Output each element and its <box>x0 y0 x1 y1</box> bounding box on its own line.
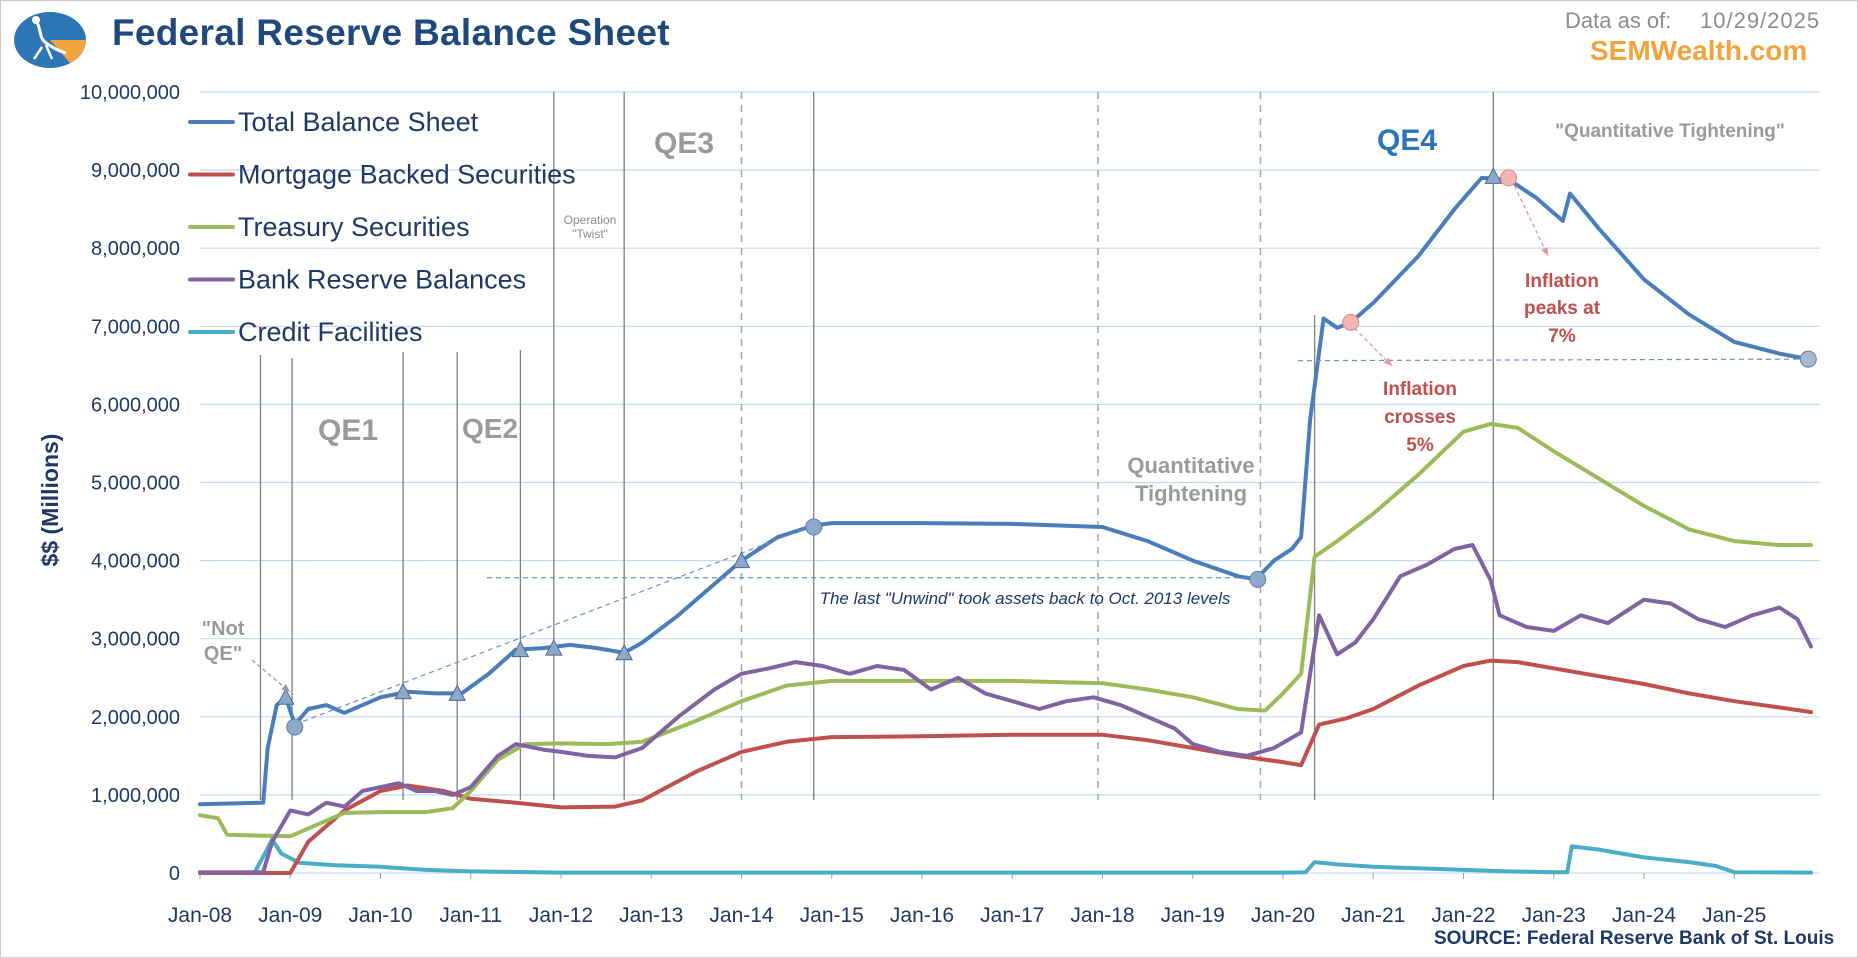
site-name: SEMWealth.com <box>1590 35 1808 66</box>
inflation-7-arrow <box>1514 185 1549 257</box>
y-tick-label: 9,000,000 <box>91 160 180 182</box>
unwind-note: The last "Unwind" took assets back to Oc… <box>820 589 1231 608</box>
inflation-5-label-3: 5% <box>1406 435 1434 456</box>
marker-triangle <box>544 639 563 656</box>
x-tick-label: Jan-12 <box>529 904 593 927</box>
qt-label-1: Quantitative <box>1127 453 1254 478</box>
x-tick-label: Jan-25 <box>1702 904 1766 927</box>
not-qe-arrow-head <box>281 683 290 692</box>
qt-label-2: Tightening <box>1135 481 1247 506</box>
qe2-label: QE2 <box>462 413 518 444</box>
gridlines <box>200 91 1820 874</box>
marker-triangle <box>732 551 751 569</box>
not-qe-label-1: "Not <box>202 618 245 640</box>
marker-triangle <box>276 688 295 705</box>
inflation-7-label-3: 7% <box>1548 326 1576 347</box>
x-tick-label: Jan-09 <box>258 904 322 927</box>
series-line-total-balance-sheet <box>198 175 1811 807</box>
x-tick-label: Jan-20 <box>1251 904 1315 927</box>
inflation-5-arrow-head <box>1383 357 1392 366</box>
qt-quoted-label: "Quantitative Tightening" <box>1555 121 1785 142</box>
legend-label: Treasury Securities <box>238 212 470 242</box>
x-tick-label: Jan-11 <box>439 904 502 927</box>
y-tick-label: 4,000,000 <box>91 551 180 573</box>
x-tick-label: Jan-17 <box>980 904 1044 927</box>
x-tick-label: Jan-18 <box>1070 904 1134 927</box>
inflation-5-label-2: crosses <box>1384 407 1456 428</box>
y-tick-label: 3,000,000 <box>91 629 180 651</box>
y-tick-label: 1,000,000 <box>91 785 180 807</box>
not-qe-label-2: QE" <box>204 643 242 665</box>
event-lines <box>259 92 1494 800</box>
marker-triangle <box>615 643 634 661</box>
legend-label: Bank Reserve Balances <box>238 265 526 295</box>
inflation-7-label-1: Inflation <box>1525 271 1599 292</box>
legend: Total Balance Sheet Mortgage Backed Secur… <box>188 107 576 347</box>
legend-label: Total Balance Sheet <box>238 107 479 137</box>
legend-label: Mortgage Backed Securities <box>238 160 576 190</box>
qe1-label: QE1 <box>318 414 378 447</box>
marker-triangle <box>511 640 530 658</box>
inflation-7-label-2: peaks at <box>1524 298 1601 319</box>
y-axis-ticks: 0 1,000,000 2,000,000 3,000,000 4,000,000 5,0… <box>80 82 180 885</box>
marker-circle <box>1249 570 1267 588</box>
operation-twist-label-2: "Twist" <box>572 227 608 241</box>
semwealth-logo-icon <box>14 12 86 68</box>
x-axis-ticks: Jan-08 Jan-09 Jan-10 Jan-11 Jan-12 Jan-13 Jan-… <box>168 873 1766 927</box>
markers <box>251 167 1817 736</box>
x-tick-label: Jan-21 <box>1341 904 1405 927</box>
data-as-of-label: Data as of: <box>1565 8 1672 33</box>
x-tick-label: Jan-22 <box>1431 904 1495 927</box>
x-tick-label: Jan-19 <box>1161 904 1225 927</box>
inflation-5-label-1: Inflation <box>1383 379 1457 400</box>
series-line-treasury-securities <box>198 421 1813 839</box>
not-qe-arrow <box>251 659 291 693</box>
marker-triangle <box>448 684 467 701</box>
inflation-7-marker <box>1500 169 1518 187</box>
y-tick-label: 10,000,000 <box>80 82 180 104</box>
legend-label: Credit Facilities <box>238 317 423 347</box>
series-line-bank-reserve-balances <box>198 543 1813 875</box>
x-tick-label: Jan-13 <box>619 904 683 927</box>
inflation-5-marker <box>1342 313 1360 331</box>
x-tick-label: Jan-14 <box>709 904 774 927</box>
marker-triangle <box>394 682 412 700</box>
inflation-7-arrow-head <box>1541 247 1548 256</box>
current-level-line <box>1297 358 1809 362</box>
series-lines <box>198 175 1813 875</box>
inflation-5-arrow <box>1354 327 1393 367</box>
y-axis-label: $$ (Millions) <box>37 434 63 567</box>
page-title: Federal Reserve Balance Sheet <box>112 12 670 53</box>
y-tick-label: 7,000,000 <box>91 316 180 338</box>
source-note: SOURCE: Federal Reserve Bank of St. Loui… <box>1434 928 1835 949</box>
x-tick-label: Jan-10 <box>348 904 412 927</box>
x-tick-label: Jan-16 <box>890 904 954 927</box>
operation-twist-label-1: Operation <box>564 213 617 227</box>
marker-circle <box>805 518 823 536</box>
x-tick-label: Jan-24 <box>1612 904 1677 927</box>
trend-line <box>294 524 814 726</box>
x-tick-label: Jan-15 <box>800 904 864 927</box>
y-tick-label: 8,000,000 <box>91 238 180 260</box>
qe4-label: QE4 <box>1377 124 1437 157</box>
qe3-label: QE3 <box>654 127 714 160</box>
marker-triangle <box>1484 167 1503 184</box>
series-line-credit-facilities <box>198 837 1813 875</box>
data-as-of-date: 10/29/2025 <box>1700 8 1821 33</box>
y-tick-label: 5,000,000 <box>91 473 180 495</box>
x-tick-label: Jan-23 <box>1522 904 1586 927</box>
y-tick-label: 2,000,000 <box>91 707 180 729</box>
marker-circle <box>1799 350 1817 368</box>
marker-circle <box>286 718 304 736</box>
x-tick-label: Jan-08 <box>168 904 232 927</box>
y-tick-label: 6,000,000 <box>91 394 180 416</box>
y-tick-label: 0 <box>169 863 180 885</box>
